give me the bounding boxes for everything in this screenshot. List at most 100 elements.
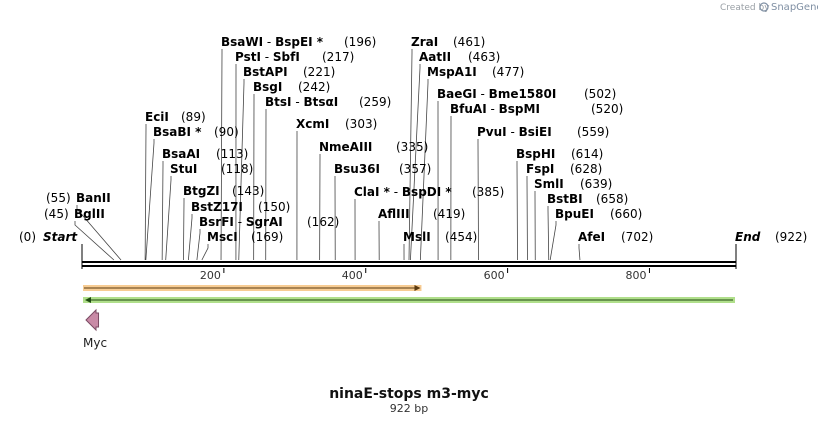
enzyme-name: StuI <box>170 162 197 176</box>
restriction-site-label[interactable]: StuI <box>170 162 197 176</box>
enzyme-name: SmlI <box>534 177 564 191</box>
restriction-site-label[interactable]: BspHI <box>516 147 555 161</box>
site-position: (463) <box>468 50 500 64</box>
enzyme-name: BstZ17I <box>191 200 243 214</box>
enzyme-name: BtsI <box>265 95 292 109</box>
restriction-site-label[interactable]: ClaI * - BspDI * <box>354 185 452 199</box>
restriction-site-label[interactable]: BtgZI <box>183 184 220 198</box>
enzyme-name: XcmI <box>296 117 329 131</box>
myc-feature-arrow[interactable] <box>85 308 100 332</box>
restriction-site-label[interactable]: FspI <box>526 162 554 176</box>
site-position: (217) <box>322 50 354 64</box>
restriction-site-label[interactable]: EciI <box>145 110 169 124</box>
restriction-site-label[interactable]: Bsu36I <box>334 162 380 176</box>
snapgene-credit[interactable]: Created by SnapGene <box>720 2 818 13</box>
restriction-site-label[interactable]: NmeAIII <box>319 140 372 154</box>
site-position: (335) <box>396 140 428 154</box>
enzyme-name: MspA1I <box>427 65 477 79</box>
enzyme-separator: - <box>390 185 402 199</box>
restriction-site-label[interactable]: BstAPI <box>243 65 288 79</box>
enzyme-name: Bme1580I <box>489 87 557 101</box>
site-position: (357) <box>399 162 431 176</box>
restriction-site-label[interactable]: BfuAI - BspMI <box>450 102 540 116</box>
axis-ticks: 200 400 600 800 <box>200 268 650 282</box>
restriction-site-label[interactable]: BsaBI * <box>153 125 202 139</box>
map-title: ninaE-stops m3-myc <box>329 386 489 402</box>
restriction-site-label[interactable]: BsgI <box>253 80 282 94</box>
site-position: (702) <box>621 230 653 244</box>
enzyme-name: EciI <box>145 110 169 124</box>
restriction-site-label[interactable]: ZraI <box>411 35 438 49</box>
site-connector <box>516 161 518 261</box>
end-label: End <box>735 230 761 244</box>
restriction-site-label[interactable]: BsrFI - SgrAI <box>199 215 283 229</box>
restriction-site-label[interactable]: PvuI - BsiEI <box>477 125 552 139</box>
enzyme-name: ZraI <box>411 35 438 49</box>
restriction-site-label[interactable]: BpuEI <box>555 207 594 221</box>
site-position: (169) <box>251 230 283 244</box>
site-position: (90) <box>214 125 239 139</box>
credit-brand: SnapGene <box>771 2 818 13</box>
restriction-site-label[interactable]: BanII <box>76 191 111 205</box>
site-position: (259) <box>359 95 391 109</box>
site-position: (196) <box>344 35 376 49</box>
enzyme-name: BpuEI <box>555 207 594 221</box>
restriction-site-label[interactable]: BaeGI - Bme1580I <box>437 87 556 101</box>
site-position: (477) <box>492 65 524 79</box>
start-label: Start <box>43 230 78 244</box>
enzyme-name: BstBI <box>547 192 583 206</box>
site-connector <box>74 221 115 261</box>
site-position: (118) <box>221 162 253 176</box>
enzyme-separator: - <box>261 50 273 64</box>
restriction-site-label[interactable]: SmlI <box>534 177 564 191</box>
site-position: (242) <box>298 80 330 94</box>
site-connector <box>144 124 147 261</box>
restriction-site-label[interactable]: BsaAI <box>162 147 200 161</box>
site-position: (660) <box>610 207 642 221</box>
site-connector <box>188 214 193 261</box>
restriction-site-label[interactable]: AfeI <box>578 230 605 244</box>
restriction-site-label[interactable]: MscI <box>207 230 238 244</box>
restriction-site-label[interactable]: MslI <box>403 230 431 244</box>
green-orf-arrowhead <box>85 297 91 303</box>
restriction-site-label[interactable]: BglII <box>74 207 105 221</box>
site-position: (639) <box>580 177 612 191</box>
restriction-site-label[interactable]: BtsI - BtsαI <box>265 95 338 109</box>
enzyme-name: BsaAI <box>162 147 200 161</box>
enzyme-name: BtsαI <box>303 95 338 109</box>
restriction-site-label[interactable]: PstI - SbfI <box>235 50 300 64</box>
site-connector <box>408 49 413 261</box>
restriction-site-label[interactable]: AflIII <box>378 207 410 221</box>
snapgene-logo-icon <box>759 2 769 12</box>
start-position: (0) <box>19 230 36 244</box>
site-connector <box>410 64 421 261</box>
restriction-site-label[interactable]: BstBI <box>547 192 583 206</box>
enzyme-name: MslI <box>403 230 431 244</box>
axis-tick-label: 400 <box>342 269 363 282</box>
enzyme-name: Bsu36I <box>334 162 380 176</box>
site-position: (614) <box>571 147 603 161</box>
myc-feature-label: Myc <box>83 336 107 350</box>
restriction-site-label[interactable]: BstZ17I <box>191 200 243 214</box>
enzyme-name: BaeGI <box>437 87 477 101</box>
axis-tick-label: 800 <box>625 269 646 282</box>
site-position: (45) <box>44 207 69 221</box>
axis-tick-label: 600 <box>484 269 505 282</box>
restriction-site-label[interactable]: XcmI <box>296 117 329 131</box>
site-position: (221) <box>303 65 335 79</box>
restriction-site-label[interactable]: MspA1I <box>427 65 477 79</box>
restriction-site-label[interactable]: AatII <box>419 50 451 64</box>
enzyme-name: PvuI <box>477 125 507 139</box>
enzyme-name: BtgZI <box>183 184 220 198</box>
site-labels: BanII (55)BglII (45) EciI (89)BsaBI * (90) Bsa… <box>44 35 653 244</box>
site-connector <box>238 79 245 261</box>
restriction-site-label[interactable]: BsaWI - BspEI * <box>221 35 324 49</box>
site-position: (502) <box>584 87 616 101</box>
site-position: (454) <box>445 230 477 244</box>
site-position: (143) <box>232 184 264 198</box>
credit-prefix: Created by <box>720 3 770 13</box>
backbone <box>81 244 737 269</box>
site-connector <box>201 244 209 261</box>
site-position: (55) <box>46 191 71 205</box>
site-connector <box>196 229 201 261</box>
